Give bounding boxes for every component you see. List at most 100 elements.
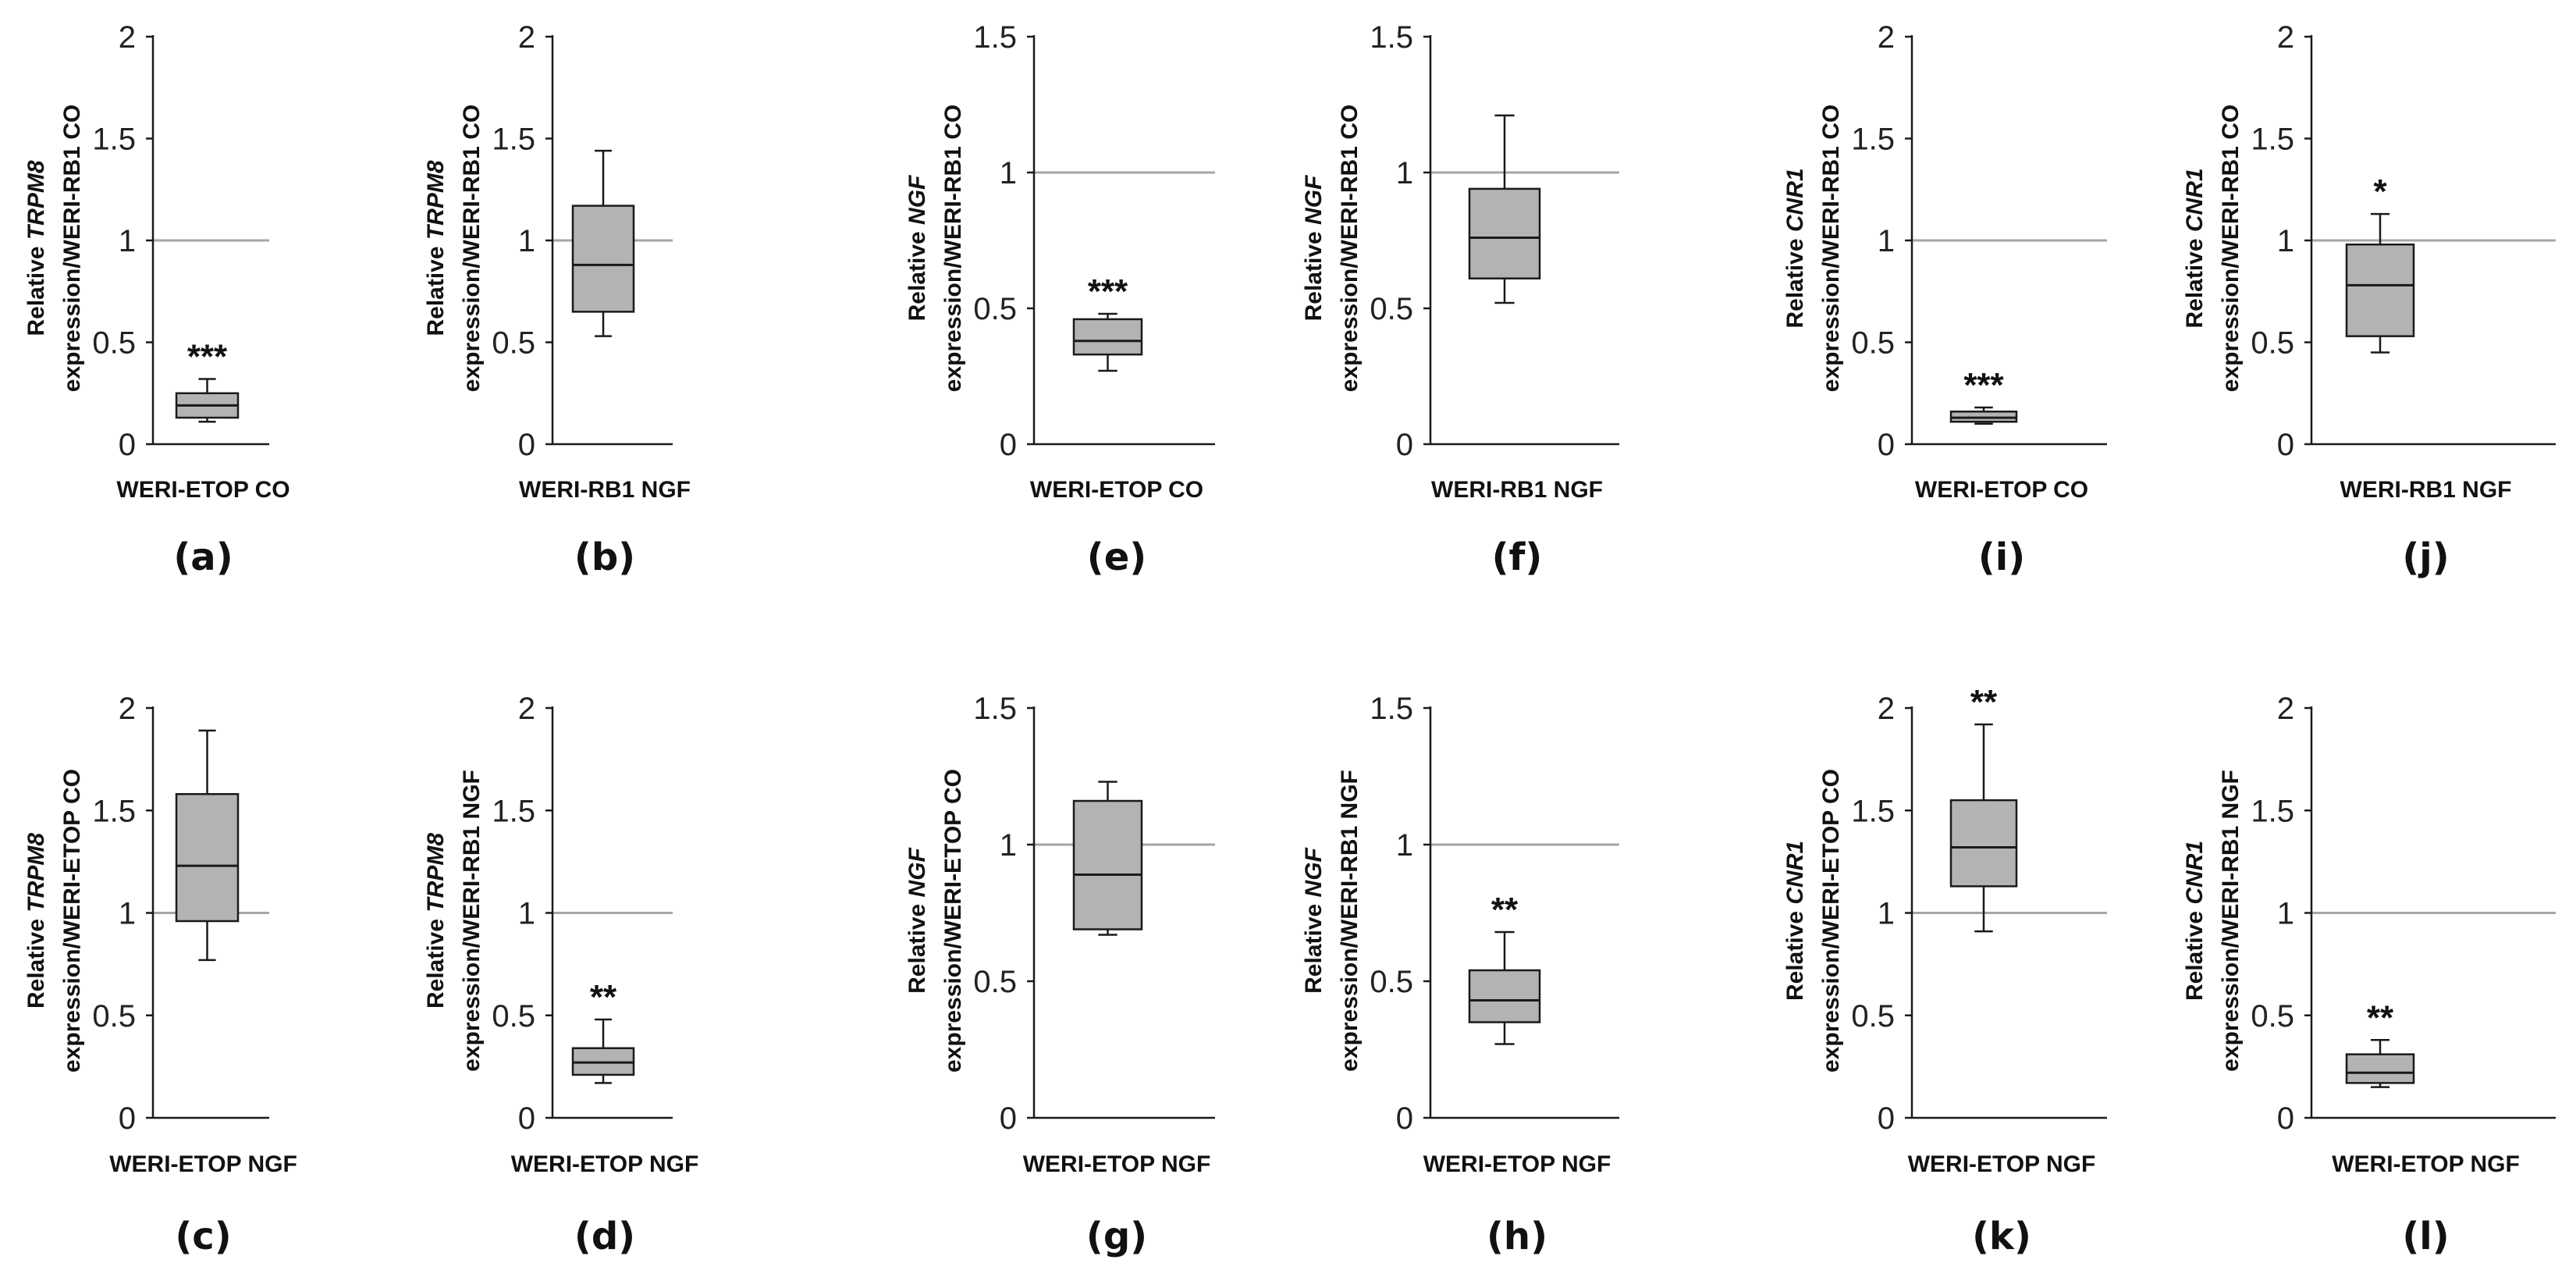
- y-tick-label: 1.5: [2251, 123, 2294, 157]
- label-text: expression/WERI-ETOP CO: [59, 769, 85, 1073]
- y-tick-label: 0.5: [1851, 999, 1895, 1034]
- significance-marker: ***: [1963, 366, 2004, 404]
- y-tick-label: 1.5: [973, 692, 1017, 726]
- y-tick-label: 2: [119, 692, 136, 726]
- y-tick-label: 1: [2277, 897, 2294, 931]
- significance-marker: *: [2373, 173, 2387, 211]
- label-text: Relative: [904, 897, 930, 993]
- chart-panel-i: 0 0.5 1 1.5 2 *** Relative CNR1 expression/WERI…: [1782, 20, 2107, 579]
- y-tick-label: 1.5: [1370, 692, 1413, 726]
- y-tick-label: 1: [1000, 156, 1017, 190]
- panel-label: (d): [574, 1215, 635, 1258]
- y-tick-label: 1: [1878, 224, 1895, 258]
- gene-name: TRPM8: [23, 160, 49, 240]
- y-tick-label: 0: [518, 428, 535, 462]
- y-tick-label: 1.5: [492, 794, 535, 828]
- y-tick-label: 0: [1000, 428, 1017, 462]
- chart-panel-g: 0 0.5 1 1.5 Relative NGF expression/WERI-ETOP…: [904, 692, 1215, 1258]
- y-axis-label-line1: Relative CNR1: [2182, 168, 2208, 328]
- x-axis-label: WERI-ETOP NGF: [1423, 1151, 1611, 1177]
- y-axis-label: Relative CNR1 expression/WERI-RB1 NGF: [2182, 770, 2244, 1072]
- panel-label: (b): [574, 535, 635, 579]
- y-axis-label: Relative TRPM8 expression/WERI-ETOP CO: [23, 769, 85, 1073]
- y-tick-label: 1: [1396, 156, 1413, 190]
- significance-marker: ***: [1088, 272, 1128, 311]
- y-tick-label: 0.5: [2251, 326, 2294, 361]
- y-axis-label-line2: expression/WERI-RB1 CO: [59, 105, 85, 392]
- y-axis-label-line2: expression/WERI-RB1 CO: [2218, 105, 2244, 392]
- label-text: expression/WERI-RB1 CO: [459, 105, 485, 392]
- x-axis-label: WERI-ETOP NGF: [1908, 1151, 2096, 1177]
- y-tick-label: 1.5: [1851, 794, 1895, 828]
- y-tick-label: 1: [119, 897, 136, 931]
- y-tick-label: 0.5: [92, 999, 136, 1034]
- label-text: expression/WERI-ETOP CO: [940, 769, 966, 1073]
- x-axis-label: WERI-ETOP NGF: [511, 1151, 699, 1177]
- box-iqr: [1468, 187, 1541, 279]
- significance-marker: ***: [187, 337, 228, 375]
- gene-name: CNR1: [2182, 168, 2208, 232]
- panel-label: (j): [2402, 535, 2449, 579]
- significance-marker: **: [1491, 891, 1519, 929]
- y-tick-label: 1.5: [1370, 20, 1413, 55]
- y-tick-label: 0: [119, 1101, 136, 1136]
- y-tick-label: 0.5: [973, 292, 1017, 326]
- label-text: Relative: [1782, 905, 1808, 1001]
- box-iqr: [571, 205, 635, 313]
- label-text: expression/WERI-RB1 NGF: [2218, 770, 2244, 1072]
- y-tick-label: 2: [119, 20, 136, 55]
- y-axis-label: Relative NGF expression/WERI-RB1 NGF: [1301, 770, 1363, 1072]
- label-text: Relative: [23, 913, 49, 1009]
- x-axis-label: WERI-RB1 NGF: [1431, 477, 1603, 503]
- gene-name: TRPM8: [423, 160, 449, 240]
- y-tick-label: 2: [2277, 20, 2294, 55]
- y-axis-label-line2: expression/WERI-RB1 CO: [1818, 105, 1844, 392]
- x-axis-label: WERI-ETOP CO: [1030, 477, 1203, 503]
- y-tick-label: 0: [1000, 1101, 1017, 1136]
- box-iqr: [2345, 243, 2415, 337]
- y-tick-label: 0.5: [1851, 326, 1895, 361]
- y-axis-label-line1: Relative TRPM8: [423, 160, 449, 336]
- significance-marker: **: [590, 978, 617, 1016]
- y-tick-label: 1.5: [92, 794, 136, 828]
- panel-label: (i): [1978, 535, 2025, 579]
- gene-name: NGF: [904, 847, 930, 897]
- significance-marker: **: [1970, 683, 1998, 721]
- label-text: Relative: [1301, 225, 1327, 321]
- y-tick-label: 2: [518, 20, 535, 55]
- label-text: Relative: [423, 913, 449, 1009]
- gene-name: CNR1: [1782, 841, 1808, 905]
- label-text: expression/WERI-RB1 CO: [59, 105, 85, 392]
- chart-panel-l: 0 0.5 1 1.5 2 ** Relative CNR1 expression/WERI-…: [2182, 692, 2556, 1258]
- box-iqr: [1468, 969, 1541, 1023]
- y-axis-label: Relative NGF expression/WERI-ETOP CO: [904, 769, 966, 1073]
- y-axis-label-line2: expression/WERI-RB1 NGF: [459, 770, 485, 1072]
- y-tick-label: 0.5: [973, 965, 1017, 999]
- y-axis-label-line2: expression/WERI-RB1 CO: [1337, 105, 1363, 392]
- y-tick-label: 0.5: [492, 999, 535, 1034]
- y-axis-label-line1: Relative TRPM8: [23, 160, 49, 336]
- label-text: Relative: [2182, 905, 2208, 1001]
- y-tick-label: 0.5: [1370, 965, 1413, 999]
- y-axis-label-line2: expression/WERI-ETOP CO: [59, 769, 85, 1073]
- y-axis-label: Relative NGF expression/WERI-RB1 CO: [904, 105, 966, 392]
- panel-label: (a): [173, 535, 233, 579]
- y-tick-label: 1: [1000, 828, 1017, 863]
- panel-label: (g): [1086, 1215, 1147, 1258]
- y-axis-label-line1: Relative NGF: [904, 175, 930, 321]
- panel-label: (k): [1972, 1215, 2031, 1258]
- gene-name: TRPM8: [423, 833, 449, 913]
- gene-name: NGF: [1301, 175, 1327, 225]
- y-axis-label-line1: Relative CNR1: [1782, 168, 1808, 328]
- box-iqr: [2345, 1053, 2415, 1084]
- chart-panel-a: 0 0.5 1 1.5 2 *** Relative TRPM8 expression/WER…: [23, 20, 290, 579]
- chart-panel-j: 0 0.5 1 1.5 2 * Relative CNR1 expression/WERI-R…: [2182, 20, 2556, 579]
- panel-label: (l): [2402, 1215, 2449, 1258]
- y-axis-label: Relative TRPM8 expression/WERI-RB1 CO: [23, 105, 85, 392]
- gene-name: NGF: [904, 175, 930, 225]
- y-tick-label: 1: [119, 224, 136, 258]
- y-tick-label: 0.5: [92, 326, 136, 361]
- y-axis-label-line1: Relative CNR1: [2182, 841, 2208, 1001]
- x-axis-label: WERI-ETOP NGF: [1023, 1151, 1211, 1177]
- y-axis-label-line1: Relative NGF: [1301, 175, 1327, 321]
